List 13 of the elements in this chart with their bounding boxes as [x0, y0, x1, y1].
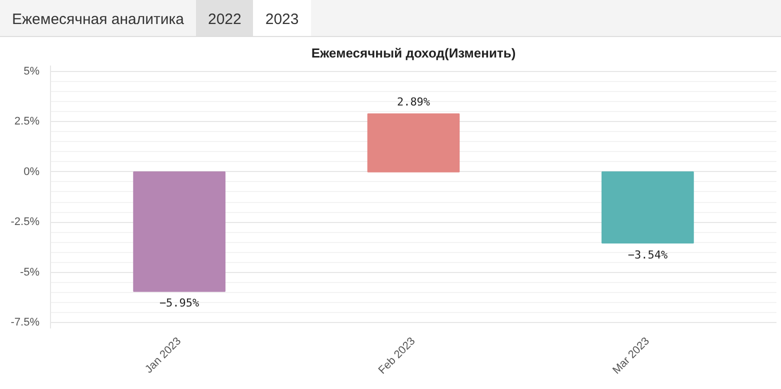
y-tick-label: 0% — [24, 166, 40, 178]
y-tick-label: 2.5% — [14, 116, 40, 128]
y-tick-label: -7.5% — [10, 316, 40, 328]
data-label: −5.95% — [159, 296, 200, 310]
y-tick-label: 5% — [24, 66, 40, 78]
y-tick-label: -5% — [20, 266, 40, 278]
data-label: 2.89% — [396, 96, 430, 109]
text: 2022 — [196, 0, 254, 36]
text: Ежемесячная аналитика — [0, 0, 196, 36]
y-tick-label: -2.5% — [10, 216, 40, 228]
chart-title: Ежемесячный доход(Изменить) — [311, 46, 516, 60]
text: 2023 — [253, 0, 311, 36]
data-label: −3.54% — [628, 248, 668, 262]
